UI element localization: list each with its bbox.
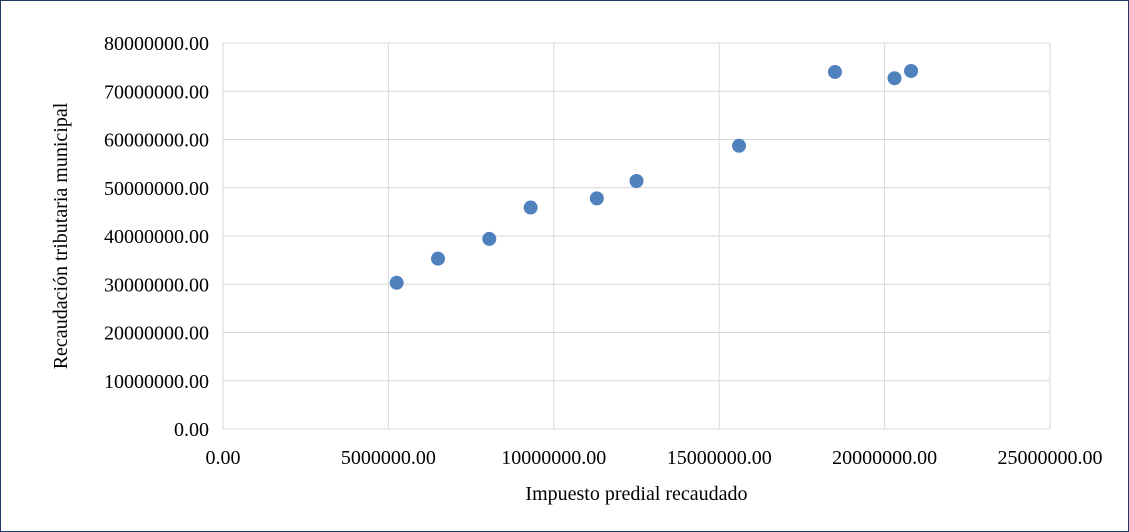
x-tick-label: 20000000.00 xyxy=(832,447,937,469)
x-tick-label: 15000000.00 xyxy=(667,447,772,469)
y-tick-label: 40000000.00 xyxy=(104,226,209,248)
x-tick-labels: 0.00 5000000.00 10000000.00 15000000.00 2000… xyxy=(206,447,1103,469)
x-tick-label: 25000000.00 xyxy=(998,447,1103,469)
data-point xyxy=(482,231,497,246)
data-point xyxy=(523,200,538,215)
data-point xyxy=(389,275,404,290)
data-point xyxy=(904,63,919,78)
y-tick-label: 80000000.00 xyxy=(104,33,209,55)
data-point xyxy=(589,191,604,206)
y-tick-label: 60000000.00 xyxy=(104,130,209,152)
y-tick-label: 10000000.00 xyxy=(104,371,209,393)
x-tick-label: 5000000.00 xyxy=(341,447,436,469)
data-point xyxy=(431,251,446,266)
data-point xyxy=(827,64,842,79)
y-tick-labels: 0.00 10000000.00 20000000.00 30000000.00 400… xyxy=(104,33,209,441)
y-tick-label: 70000000.00 xyxy=(104,81,209,103)
x-tick-label: 10000000.00 xyxy=(501,447,606,469)
y-tick-label: 20000000.00 xyxy=(104,323,209,345)
y-tick-label: 0.00 xyxy=(174,419,209,441)
x-axis-title: Impuesto predial recaudado xyxy=(525,483,747,505)
y-tick-label: 50000000.00 xyxy=(104,178,209,200)
data-points xyxy=(389,63,919,290)
data-point xyxy=(732,138,747,153)
x-tick-label: 0.00 xyxy=(206,447,241,469)
y-tick-label: 30000000.00 xyxy=(104,274,209,296)
y-axis-title: Recaudación tributaria municipal xyxy=(50,102,72,369)
data-point xyxy=(887,71,902,86)
data-point xyxy=(629,173,644,188)
grid-lines xyxy=(222,42,1051,430)
